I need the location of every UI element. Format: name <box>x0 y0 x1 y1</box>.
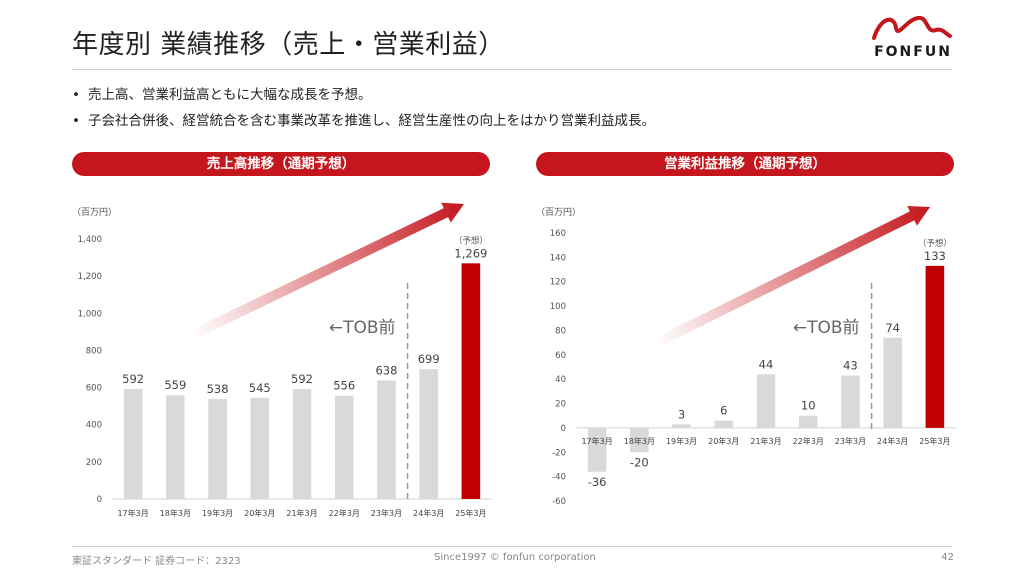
bar-17年3月 <box>123 389 143 499</box>
y-tick-label: 60 <box>555 351 566 361</box>
operating-profit-bar-chart: （百万円） -60 -40 -20 0 20 40 60 80 100 120 140 160 -36 17… <box>536 206 956 507</box>
data-label: 44 <box>759 357 774 371</box>
x-tick-label: 23年3月 <box>371 508 402 518</box>
bar-18年3月 <box>630 427 649 453</box>
y-tick-label: 100 <box>550 302 566 312</box>
bar-22年3月 <box>334 395 354 499</box>
bar-21年3月 <box>756 374 776 428</box>
y-tick-label: 140 <box>550 253 566 263</box>
tob-annotation: ←TOB前 <box>329 318 396 338</box>
y-tick-label: 1,400 <box>78 235 102 245</box>
data-label: 6 <box>720 404 727 418</box>
forecast-label: （予想） <box>454 235 488 246</box>
data-label: 1,269 <box>454 246 487 260</box>
data-label: 133 <box>924 249 946 263</box>
y-tick-label: 600 <box>86 384 102 394</box>
x-tick-label: 18年3月 <box>160 508 191 518</box>
data-label: -36 <box>588 475 607 489</box>
y-tick-label: 40 <box>555 375 566 385</box>
bar-19年3月 <box>208 399 227 499</box>
data-label: 74 <box>885 321 900 335</box>
data-label: 559 <box>164 378 186 392</box>
bar-17年3月 <box>587 427 607 472</box>
data-label: 538 <box>207 382 229 396</box>
y-tick-label: 20 <box>555 400 566 410</box>
tob-annotation: ←TOB前 <box>793 318 860 338</box>
bar-19年3月 <box>672 424 691 428</box>
x-tick-label: 17年3月 <box>581 436 612 446</box>
bar-20年3月 <box>250 397 270 499</box>
sales-chart-header: 売上高推移（通期予想） <box>72 152 490 176</box>
data-label: 638 <box>375 364 397 378</box>
x-tick-label: 22年3月 <box>329 508 360 518</box>
x-tick-label: 25年3月 <box>919 436 950 446</box>
unit-label: （百万円） <box>72 207 117 218</box>
y-tick-label: 400 <box>86 421 102 431</box>
bar-18年3月 <box>166 395 185 499</box>
bar-24年3月 <box>419 369 438 499</box>
x-tick-label: 19年3月 <box>202 508 233 518</box>
bullet-item: 子会社合併後、経営統合を含む事業改革を推進し、経営生産性の向上をはかり営業利益成… <box>72 108 655 134</box>
y-tick-label: 1,200 <box>78 272 102 282</box>
y-tick-label: 0 <box>97 495 102 505</box>
x-tick-label: 17年3月 <box>117 508 148 518</box>
y-tick-label: 0 <box>561 424 566 434</box>
bar-20年3月 <box>714 420 734 428</box>
y-tick-label: 80 <box>555 326 566 336</box>
profit-chart-header: 営業利益推移（通期予想） <box>536 152 954 176</box>
forecast-label: （予想） <box>918 238 952 249</box>
growth-arrow <box>189 202 464 340</box>
bar-25年3月 <box>461 263 481 499</box>
y-tick-label: -20 <box>552 448 566 458</box>
data-label: 545 <box>249 381 271 395</box>
y-tick-label: 200 <box>86 458 102 468</box>
bar-23年3月 <box>377 380 396 499</box>
data-label: 592 <box>291 372 313 386</box>
x-tick-label: 18年3月 <box>624 436 655 446</box>
y-tick-label: 160 <box>550 229 566 239</box>
x-tick-label: 21年3月 <box>750 436 781 446</box>
data-label: 3 <box>678 407 685 421</box>
y-tick-label: 800 <box>86 346 102 356</box>
bullet-item: 売上高、営業利益高ともに大幅な成長を予想。 <box>72 82 655 108</box>
footer-divider <box>72 546 952 547</box>
title-divider <box>72 69 952 70</box>
data-label: 10 <box>801 399 816 413</box>
bar-24年3月 <box>883 337 902 428</box>
sales-bar-chart: （百万円） 0 200 400 600 800 1,000 1,200 1,400 592 17年3… <box>72 202 492 518</box>
summary-bullets: 売上高、営業利益高ともに大幅な成長を予想。 子会社合併後、経営統合を含む事業改革… <box>72 82 655 134</box>
page-number: 42 <box>941 552 954 563</box>
y-tick-label: -40 <box>552 473 566 483</box>
bar-21年3月 <box>292 389 312 499</box>
x-tick-label: 25年3月 <box>455 508 486 518</box>
x-tick-label: 20年3月 <box>244 508 275 518</box>
x-tick-label: 21年3月 <box>286 508 317 518</box>
page-title: 年度別 業績推移（売上・営業利益） <box>72 30 505 60</box>
data-label: 556 <box>333 379 355 393</box>
bar-25年3月 <box>925 265 945 428</box>
bar-23年3月 <box>841 375 860 428</box>
bar-22年3月 <box>798 415 818 428</box>
x-tick-label: 23年3月 <box>835 436 866 446</box>
x-tick-label: 24年3月 <box>877 436 908 446</box>
x-tick-label: 22年3月 <box>793 436 824 446</box>
data-label: 43 <box>843 359 858 373</box>
y-tick-label: 1,000 <box>78 309 102 319</box>
data-label: 699 <box>418 352 440 366</box>
logo-wordmark: FONFUN <box>874 44 952 60</box>
x-tick-label: 24年3月 <box>413 508 444 518</box>
footer-copyright: Since1997 © fonfun corporation <box>434 552 596 563</box>
x-tick-label: 19年3月 <box>666 436 697 446</box>
unit-label: （百万円） <box>536 207 581 218</box>
footer-stock-code: 東証スタンダード 証券コード：2323 <box>72 556 241 567</box>
data-label: 592 <box>122 372 144 386</box>
y-tick-label: 120 <box>550 278 566 288</box>
data-label: -20 <box>630 455 649 469</box>
fonfun-logo <box>872 15 952 40</box>
x-tick-label: 20年3月 <box>708 436 739 446</box>
growth-arrow <box>653 206 930 348</box>
y-tick-label: -60 <box>552 497 566 507</box>
